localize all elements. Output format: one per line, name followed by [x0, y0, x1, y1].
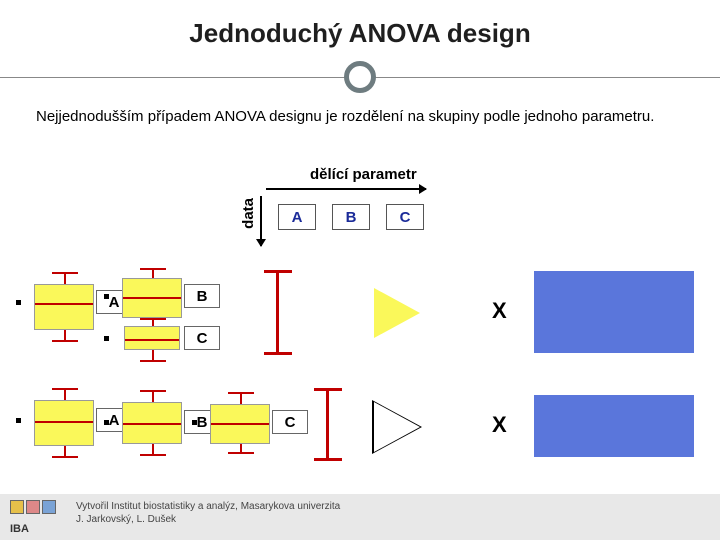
data-point-icon	[104, 420, 109, 425]
range-bar-icon	[276, 270, 279, 352]
group-label: C	[272, 410, 308, 434]
data-point-icon	[16, 300, 21, 305]
data-point-icon	[16, 418, 21, 423]
boxplot-row-1: ABCX	[14, 268, 706, 356]
range-cap-icon	[264, 352, 292, 355]
data-point-icon	[192, 420, 197, 425]
x-axis-arrow-icon	[266, 188, 426, 190]
subtitle-text: Nejjednodušším případem ANOVA designu je…	[0, 97, 720, 127]
whisker-cap-icon	[140, 318, 166, 320]
y-axis-arrow-icon	[260, 196, 262, 246]
result-box	[534, 395, 694, 457]
cell-c: C	[386, 204, 424, 230]
whisker-cap-icon	[52, 388, 78, 390]
range-cap-icon	[314, 458, 342, 461]
boxplot-group: A	[34, 382, 104, 470]
whisker-cap-icon	[52, 272, 78, 274]
range-cap-icon	[264, 270, 292, 273]
top-diagram: dělící parametr data A B C	[200, 168, 520, 258]
x-label: X	[492, 412, 507, 438]
cell-a: A	[278, 204, 316, 230]
footer: IBA Vytvořil Institut biostatistiky a an…	[0, 494, 720, 540]
median-line-icon	[125, 339, 179, 341]
whisker-cap-icon	[140, 454, 166, 456]
logo-text: IBA	[10, 522, 29, 536]
triangle-icon	[374, 288, 420, 338]
divider	[0, 57, 720, 97]
whisker-cap-icon	[52, 456, 78, 458]
divider-circle-icon	[344, 61, 376, 93]
boxplot-box	[210, 404, 270, 444]
boxplot-box	[34, 400, 94, 446]
footer-line1: Vytvořil Institut biostatistiky a analýz…	[76, 500, 710, 513]
x-axis-label: dělící parametr	[310, 166, 417, 183]
data-point-icon	[104, 336, 109, 341]
boxplot-box	[122, 402, 182, 444]
boxplot-box	[34, 284, 94, 330]
boxplot-group: C	[210, 382, 280, 470]
boxplot-box	[124, 326, 180, 350]
median-line-icon	[35, 421, 93, 423]
median-line-icon	[123, 423, 181, 425]
data-point-icon	[104, 294, 109, 299]
triangle-icon	[374, 402, 420, 452]
cell-b: B	[332, 204, 370, 230]
median-line-icon	[211, 423, 269, 425]
median-line-icon	[35, 303, 93, 305]
result-box	[534, 271, 694, 353]
whisker-cap-icon	[140, 360, 166, 362]
footer-line2: J. Jarkovský, L. Dušek	[76, 513, 710, 526]
logo-icon: IBA	[10, 500, 68, 536]
y-axis-label: data	[240, 198, 257, 229]
whisker-cap-icon	[228, 392, 254, 394]
header: Jednoduchý ANOVA design	[0, 0, 720, 49]
boxplot-group: C	[122, 268, 192, 356]
whisker-cap-icon	[140, 390, 166, 392]
whisker-cap-icon	[52, 340, 78, 342]
whisker-cap-icon	[228, 452, 254, 454]
boxplot-group: A	[34, 268, 104, 356]
x-label: X	[492, 298, 507, 324]
range-cap-icon	[314, 388, 342, 391]
group-label: C	[184, 326, 220, 350]
page-title: Jednoduchý ANOVA design	[0, 18, 720, 49]
range-bar-icon	[326, 388, 329, 458]
boxplot-row-2: ABCX	[14, 382, 706, 470]
boxplot-group: B	[122, 382, 192, 470]
